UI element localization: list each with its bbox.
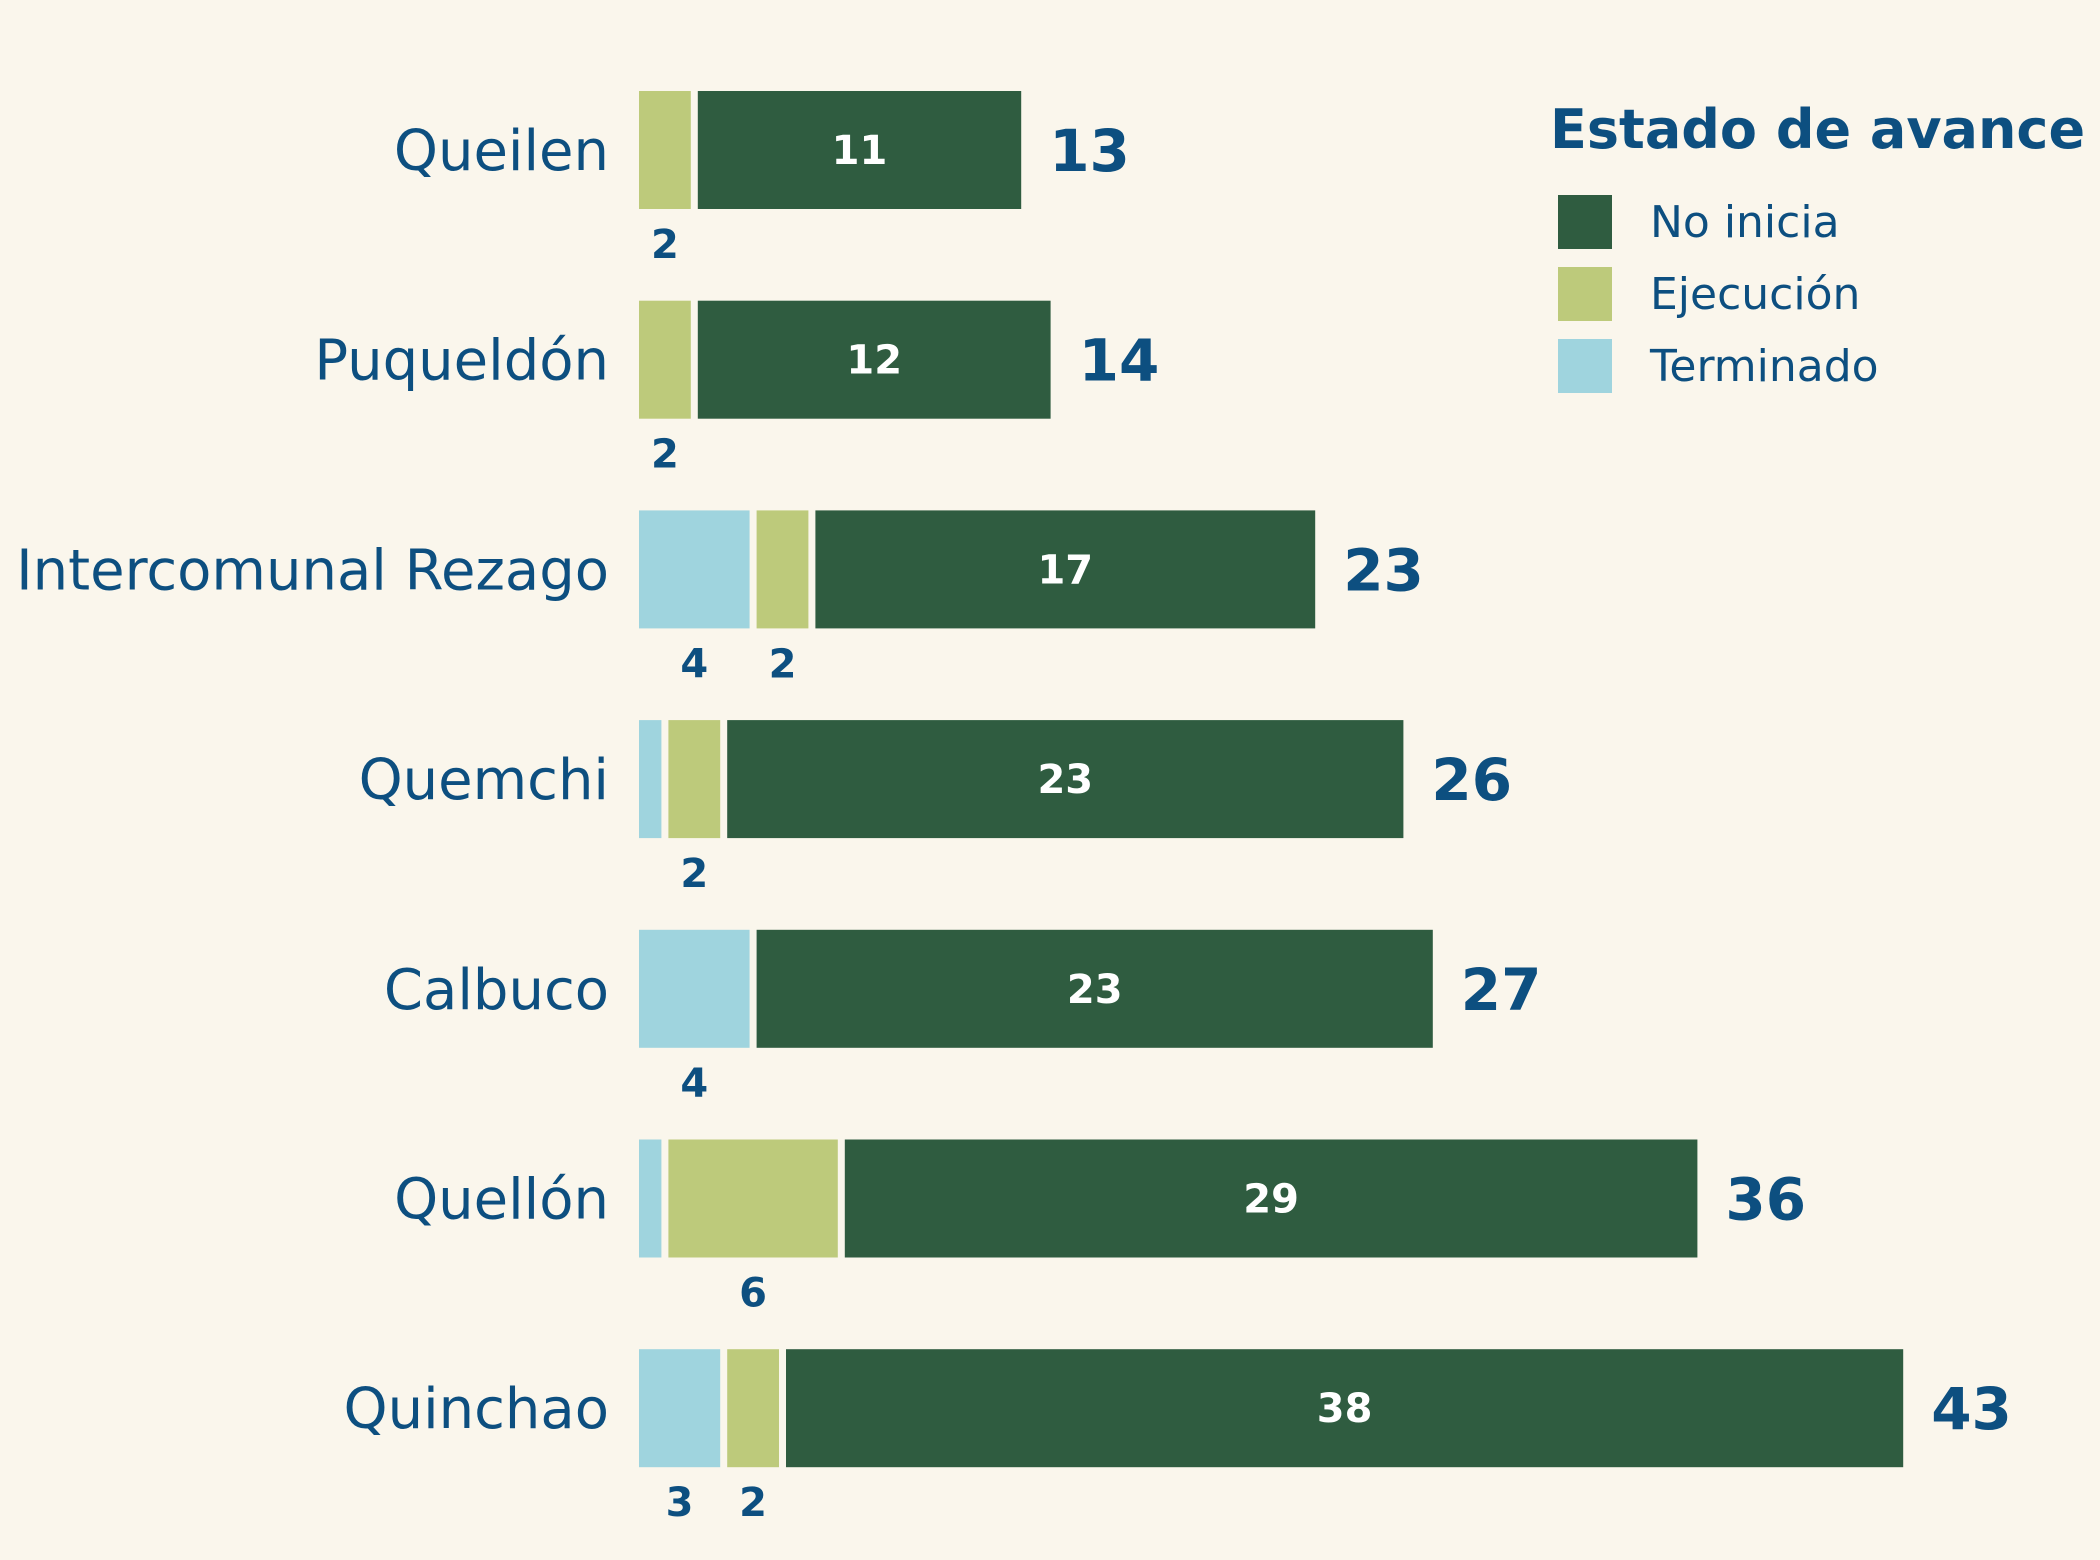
total-label: 26 [1431, 746, 1512, 814]
legend-item-label: Terminado [1649, 341, 1879, 392]
category-label: Intercomunal Rezago [16, 538, 609, 603]
segment-value-label: 4 [680, 1061, 708, 1107]
segment-value-label: 4 [680, 641, 708, 687]
bar-segment-no-inicia [727, 720, 1404, 839]
legend-swatch [1558, 339, 1612, 393]
bar-segment-terminado [639, 1139, 662, 1258]
bar-segment-no-inicia [756, 929, 1433, 1048]
segment-value-label: 2 [769, 641, 797, 687]
segment-value-label: 2 [739, 1480, 767, 1526]
bar-segment-terminado [639, 929, 750, 1048]
bar-segment-ejecuci-n [668, 720, 721, 839]
category-label: Queilen [394, 119, 609, 184]
bar-segment-ejecuci-n [756, 510, 809, 629]
bar-segment-ejecuci-n [727, 1349, 779, 1468]
segment-value-label: 29 [1243, 1177, 1299, 1223]
category-label: Puqueldón [314, 329, 609, 394]
segment-value-label: 12 [846, 338, 902, 384]
bar-segment-no-inicia [844, 1139, 1698, 1258]
total-label: 14 [1079, 327, 1160, 395]
segment-value-label: 11 [832, 128, 888, 174]
segment-value-label: 2 [651, 222, 679, 268]
bar-segment-terminado [639, 510, 750, 629]
bar-segment-no-inicia [697, 300, 1051, 419]
segment-value-label: 17 [1037, 547, 1093, 593]
bar-segment-ejecuci-n [668, 1139, 838, 1258]
category-label: Calbuco [384, 958, 609, 1023]
legend-title: Estado de avance [1550, 98, 2085, 161]
legend-swatch [1558, 267, 1612, 321]
total-label: 23 [1343, 536, 1424, 604]
bar-segment-terminado [639, 1349, 721, 1468]
segment-value-label: 38 [1317, 1386, 1373, 1432]
segment-value-label: 6 [739, 1271, 767, 1317]
bar-segment-ejecuci-n [639, 300, 691, 419]
segment-value-label: 23 [1067, 967, 1123, 1013]
bar-segment-ejecuci-n [639, 91, 691, 209]
segment-value-label: 23 [1037, 757, 1093, 803]
category-label: Quellón [394, 1168, 609, 1233]
category-label: Quinchao [344, 1377, 609, 1442]
total-label: 36 [1725, 1166, 1806, 1234]
segment-value-label: 2 [680, 851, 708, 897]
segment-value-label: 2 [651, 432, 679, 478]
segment-value-label: 3 [666, 1480, 694, 1526]
bar-segment-terminado [639, 720, 662, 839]
total-label: 13 [1049, 117, 1130, 185]
legend-item-label: Ejecución [1650, 269, 1860, 320]
bar-segment-no-inicia [815, 510, 1316, 629]
legend-item-label: No inicia [1650, 197, 1840, 248]
bar-segment-no-inicia [786, 1349, 1904, 1468]
bar-segment-no-inicia [697, 91, 1022, 209]
total-label: 27 [1461, 956, 1542, 1024]
category-label: Quemchi [359, 748, 609, 813]
total-label: 43 [1931, 1375, 2012, 1443]
legend-swatch [1558, 195, 1612, 249]
